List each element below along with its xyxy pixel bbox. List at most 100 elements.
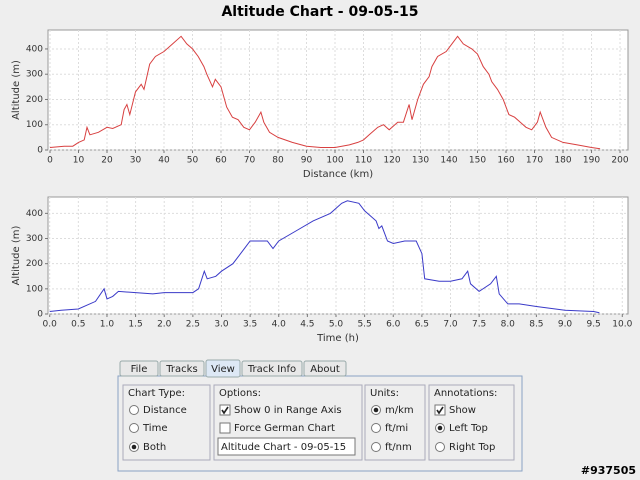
radio-button[interactable] [129, 423, 139, 433]
x-tick-label: 5.5 [357, 320, 371, 330]
x-tick-label: 9.5 [586, 320, 600, 330]
x-tick-label: 1.5 [128, 320, 142, 330]
text-field[interactable] [217, 437, 356, 456]
option-label[interactable]: Distance [143, 405, 187, 416]
y-tick-label: 200 [26, 95, 43, 105]
radio-dot [373, 407, 379, 413]
checkbox[interactable] [434, 404, 446, 416]
x-tick-label: 8.0 [501, 320, 516, 330]
x-tick-label: 70 [244, 156, 256, 166]
group-title: Units: [370, 388, 399, 399]
x-tick-label: 4.5 [300, 320, 314, 330]
x-tick-label: 170 [526, 156, 543, 166]
tab[interactable] [119, 360, 159, 377]
option-label[interactable]: Right Top [449, 442, 495, 453]
x-tick-label: 9.0 [558, 320, 573, 330]
radio-button[interactable] [371, 442, 381, 452]
y-tick-label: 400 [26, 44, 43, 54]
x-tick-label: 190 [583, 156, 600, 166]
option-label[interactable]: Left Top [449, 423, 488, 434]
group-box [428, 384, 515, 461]
x-tick-label: 100 [326, 156, 343, 166]
x-tick-label: 110 [355, 156, 372, 166]
x-tick-label: 0 [47, 156, 53, 166]
group-title: Options: [219, 388, 261, 399]
x-tick-label: 1.0 [100, 320, 115, 330]
x-tick-label: 150 [469, 156, 486, 166]
data-line [49, 200, 600, 314]
x-tick-label: 10.0 [612, 320, 632, 330]
radio-dot [437, 425, 443, 431]
checkbox[interactable] [219, 422, 231, 434]
y-axis-label: Altitude (m) [11, 60, 22, 120]
option-label[interactable]: Show [449, 405, 476, 416]
x-tick-label: 60 [215, 156, 227, 166]
tab-label[interactable]: Tracks [165, 364, 197, 375]
radio-button[interactable] [129, 405, 139, 415]
x-tick-label: 0.5 [71, 320, 85, 330]
checkbox[interactable] [219, 404, 231, 416]
y-tick-label: 0 [37, 310, 43, 320]
x-tick-label: 4.0 [272, 320, 287, 330]
page-title: Altitude Chart - 09-05-15 [221, 4, 418, 20]
option-label[interactable]: m/km [385, 405, 414, 416]
x-tick-label: 180 [554, 156, 571, 166]
text-field-value[interactable]: Altitude Chart - 09-05-15 [221, 442, 346, 453]
option-label[interactable]: ft/nm [385, 442, 412, 453]
option-label[interactable]: Show 0 in Range Axis [234, 405, 342, 416]
tab[interactable] [159, 360, 205, 377]
group-title: Annotations: [434, 388, 497, 399]
group-box [364, 384, 426, 461]
group-title: Chart Type: [128, 388, 185, 399]
x-tick-label: 140 [440, 156, 457, 166]
x-tick-label: 20 [101, 156, 113, 166]
tab-label[interactable]: Track Info [247, 364, 296, 375]
radio-button[interactable] [435, 442, 445, 452]
tab[interactable] [241, 360, 303, 377]
x-tick-label: 200 [611, 156, 628, 166]
tab-label[interactable]: View [211, 364, 235, 375]
tab-label[interactable]: About [310, 364, 340, 375]
x-tick-label: 6.0 [386, 320, 401, 330]
x-tick-label: 5.0 [329, 320, 344, 330]
x-tick-label: 30 [130, 156, 142, 166]
y-tick-label: 200 [26, 259, 43, 269]
x-tick-label: 130 [412, 156, 429, 166]
x-tick-label: 160 [497, 156, 514, 166]
x-tick-label: 8.5 [529, 320, 543, 330]
x-tick-label: 6.5 [415, 320, 429, 330]
y-tick-label: 300 [26, 234, 43, 244]
x-axis-label: Time (h) [316, 333, 359, 344]
tab[interactable] [205, 359, 241, 378]
x-tick-label: 80 [272, 156, 284, 166]
plot-area [47, 196, 629, 315]
x-tick-label: 120 [383, 156, 400, 166]
x-tick-label: 7.5 [472, 320, 486, 330]
radio-dot [131, 444, 137, 450]
check-mark [221, 406, 229, 415]
x-tick-label: 90 [301, 156, 313, 166]
option-label[interactable]: Both [143, 442, 166, 453]
x-tick-label: 40 [158, 156, 170, 166]
x-tick-label: 10 [73, 156, 85, 166]
tab[interactable] [303, 360, 347, 377]
data-line [49, 35, 601, 150]
option-label[interactable]: ft/mi [385, 423, 408, 434]
y-tick-label: 0 [37, 146, 43, 156]
group-box [122, 384, 211, 461]
x-tick-label: 0.0 [43, 320, 58, 330]
x-tick-label: 50 [187, 156, 199, 166]
check-mark [436, 406, 444, 415]
y-tick-label: 300 [26, 70, 43, 80]
tab-label[interactable]: File [131, 364, 148, 375]
option-label[interactable]: Time [142, 423, 167, 434]
y-tick-label: 100 [26, 284, 43, 294]
option-label[interactable]: Force German Chart [234, 423, 335, 434]
y-axis-label: Altitude (m) [11, 226, 22, 286]
footer-id: #937505 [581, 464, 636, 477]
radio-button[interactable] [371, 423, 381, 433]
y-tick-label: 400 [26, 209, 43, 219]
x-tick-label: 3.0 [214, 320, 229, 330]
y-tick-label: 100 [26, 120, 43, 130]
